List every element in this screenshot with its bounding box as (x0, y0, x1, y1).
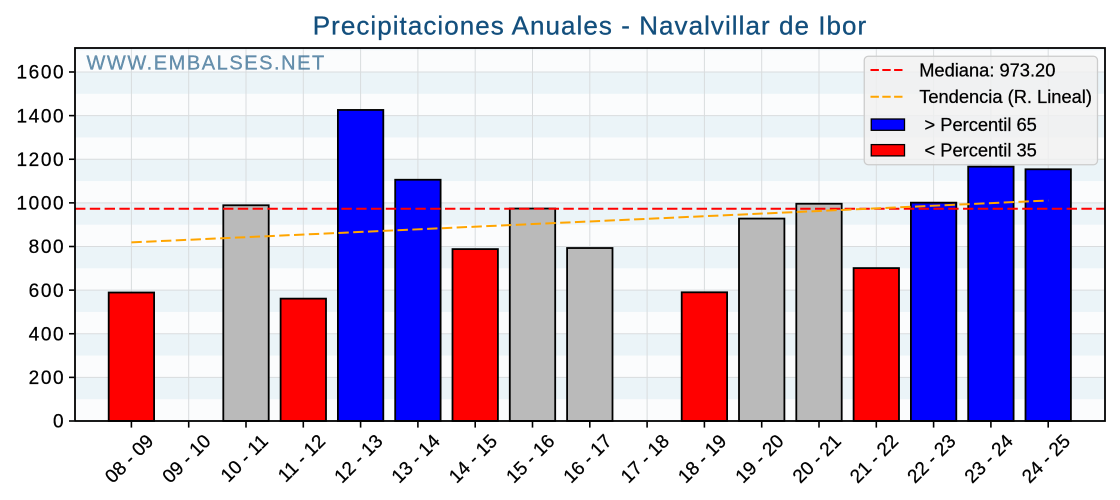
svg-text:1400: 1400 (17, 106, 66, 127)
svg-text:> Percentil 65: > Percentil 65 (925, 114, 1037, 135)
svg-text:1200: 1200 (17, 150, 66, 171)
svg-text:Precipitaciones Anuales - Nava: Precipitaciones Anuales - Navalvillar de… (313, 11, 868, 41)
svg-text:0: 0 (53, 412, 65, 433)
svg-text:400: 400 (29, 324, 66, 345)
svg-text:1600: 1600 (17, 63, 66, 84)
svg-text:200: 200 (29, 368, 66, 389)
svg-text:600: 600 (29, 281, 66, 302)
svg-text:800: 800 (29, 237, 66, 258)
svg-text:< Percentil 35: < Percentil 35 (925, 140, 1037, 161)
svg-text:1000: 1000 (17, 194, 66, 215)
svg-text:WWW.EMBALSES.NET: WWW.EMBALSES.NET (87, 52, 326, 74)
svg-text:Mediana: 973.20: Mediana: 973.20 (919, 60, 1055, 81)
svg-text:Tendencia (R. Lineal): Tendencia (R. Lineal) (919, 86, 1092, 107)
